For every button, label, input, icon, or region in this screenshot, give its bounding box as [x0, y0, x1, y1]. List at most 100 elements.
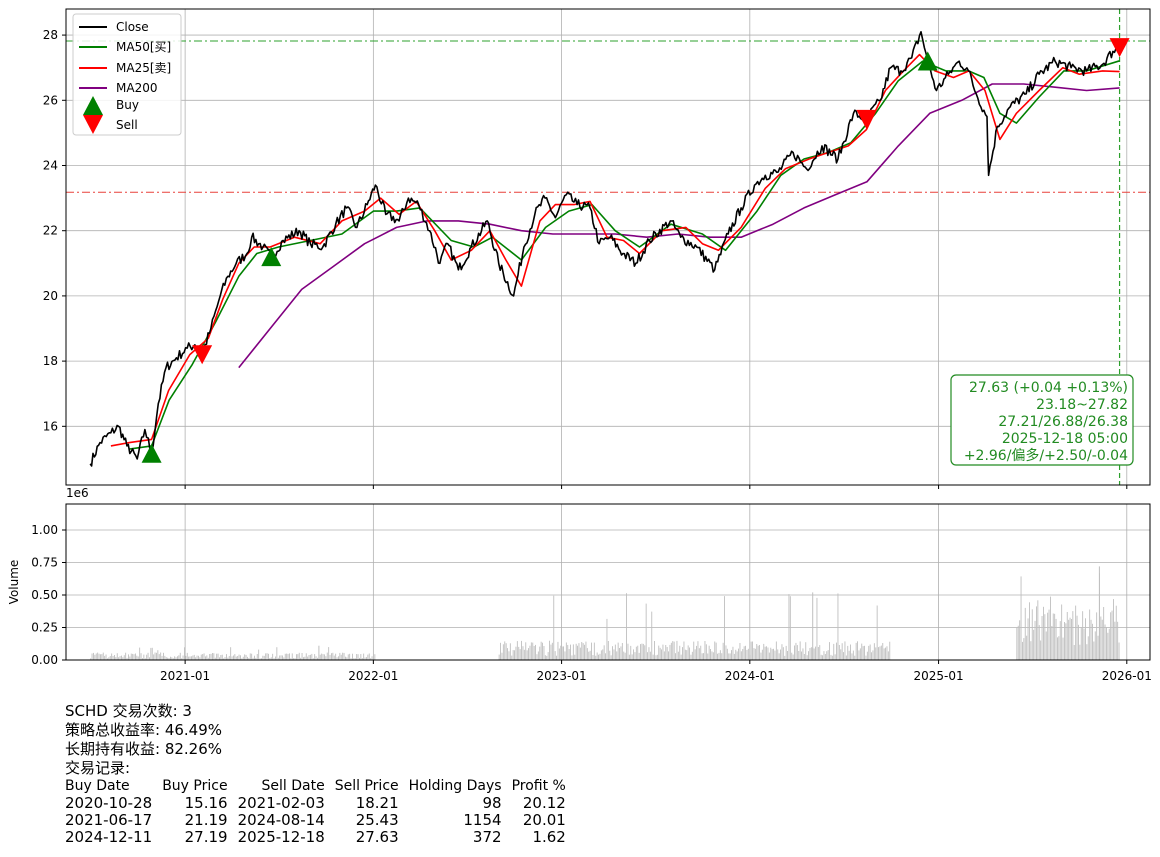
volume-bar — [680, 654, 682, 660]
volume-bar — [528, 648, 529, 660]
volume-bar — [673, 641, 675, 660]
volume-grid — [66, 504, 1150, 661]
volume-bar — [332, 652, 334, 660]
volume-bar — [822, 655, 823, 660]
volume-bar — [634, 652, 636, 660]
volume-bar — [1058, 636, 1060, 660]
volume-bar — [354, 658, 356, 660]
volume-bar — [184, 647, 185, 660]
annotation-box — [950, 374, 1134, 466]
volume-bar — [108, 657, 110, 660]
trade-log-column-header: Profit % — [511, 778, 566, 794]
volume-bar — [142, 658, 143, 660]
volume-bar — [269, 658, 271, 660]
volume-bar — [230, 647, 232, 660]
volume-bar — [326, 652, 328, 660]
volume-bar — [521, 640, 522, 660]
volume-bar — [586, 648, 588, 660]
trade-log-column-header: Holding Days — [408, 778, 502, 794]
trade-log-cell: 25.43 — [355, 811, 399, 829]
volume-bar — [1075, 605, 1077, 660]
legend-buy-icon — [83, 96, 103, 115]
volume-bar — [283, 657, 285, 660]
volume-bar — [682, 647, 683, 660]
price-y-tick-label: 22 — [43, 224, 58, 238]
volume-bar — [641, 643, 643, 660]
volume-bar — [672, 641, 674, 660]
volume-bar — [817, 647, 819, 660]
volume-bar — [245, 654, 247, 660]
volume-bar — [324, 654, 325, 660]
trade-log-cell: 1154 — [463, 811, 502, 829]
volume-bar — [749, 654, 751, 660]
volume-bar — [1031, 609, 1033, 660]
volume-bar — [592, 655, 594, 660]
volume-bar — [170, 656, 171, 660]
volume-bar — [1047, 612, 1049, 660]
volume-bar — [304, 656, 306, 660]
volume-bar — [325, 656, 327, 660]
volume-bar — [878, 647, 879, 660]
volume-bar — [101, 654, 103, 660]
volume-bar — [819, 645, 821, 660]
volume-bar — [866, 651, 868, 660]
volume-bar — [240, 655, 241, 660]
series-ma25-line — [110, 53, 1120, 447]
volume-bar — [799, 641, 801, 660]
volume-bar — [796, 645, 798, 660]
volume-bar — [655, 655, 657, 660]
volume-bar — [144, 658, 146, 660]
volume-bar — [700, 645, 702, 660]
legend-ma25-label: MA25[卖] — [116, 61, 171, 75]
volume-bar — [135, 653, 136, 660]
trade-log-table: Buy Date Buy Price Sell Date Sell Price Hold… — [65, 778, 571, 846]
volume-bar — [852, 650, 854, 660]
volume-bar — [310, 654, 311, 660]
volume-bar — [186, 652, 188, 660]
volume-bar — [554, 651, 556, 660]
volume-bar — [312, 658, 314, 660]
volume-bar — [610, 655, 612, 660]
volume-bar — [1076, 615, 1078, 660]
volume-bar — [1045, 631, 1047, 660]
volume-bar — [272, 653, 274, 660]
volume-bar — [722, 642, 724, 660]
volume-bar — [726, 648, 728, 660]
volume-bar — [158, 654, 160, 660]
volume-bar — [321, 653, 323, 660]
price-y-tick-label: 28 — [43, 28, 58, 42]
legend-ma200-label: MA200 — [116, 81, 157, 95]
trade-log-cell: 1.62 — [532, 828, 566, 846]
volume-bar — [596, 652, 598, 660]
trade-log-cell: 372 — [472, 828, 502, 846]
volume-bar — [265, 653, 267, 660]
volume-bar — [139, 647, 141, 660]
volume-bar — [777, 649, 779, 660]
trade-markers — [141, 38, 1130, 463]
volume-y-tick-label: 0.00 — [31, 653, 58, 667]
volume-bar — [880, 645, 882, 660]
volume-bar — [1029, 602, 1030, 660]
volume-bar — [651, 611, 653, 660]
volume-bar — [157, 650, 159, 660]
volume-bar — [95, 653, 97, 660]
volume-bar — [289, 653, 290, 660]
volume-bar — [763, 643, 765, 660]
volume-bar — [633, 649, 634, 660]
legend: Close MA50[买] MA25[卖] MA200 Buy Sell — [72, 13, 182, 136]
volume-bar — [775, 641, 777, 660]
volume-bar — [122, 657, 124, 660]
volume-bar — [670, 642, 672, 660]
volume-bar — [262, 655, 264, 660]
volume-bar — [1026, 635, 1028, 660]
volume-bar — [181, 658, 183, 660]
volume-bar — [102, 652, 104, 660]
volume-bar — [717, 653, 718, 660]
volume-bar — [163, 652, 164, 660]
price-y-ticks: 16 18 20 22 24 26 28 — [43, 28, 66, 433]
volume-bar — [328, 647, 330, 660]
volume-bar — [862, 646, 864, 660]
volume-bar — [97, 652, 99, 660]
strategy-return: 策略总收益率: 46.49% — [65, 721, 223, 739]
volume-bar — [663, 651, 665, 660]
